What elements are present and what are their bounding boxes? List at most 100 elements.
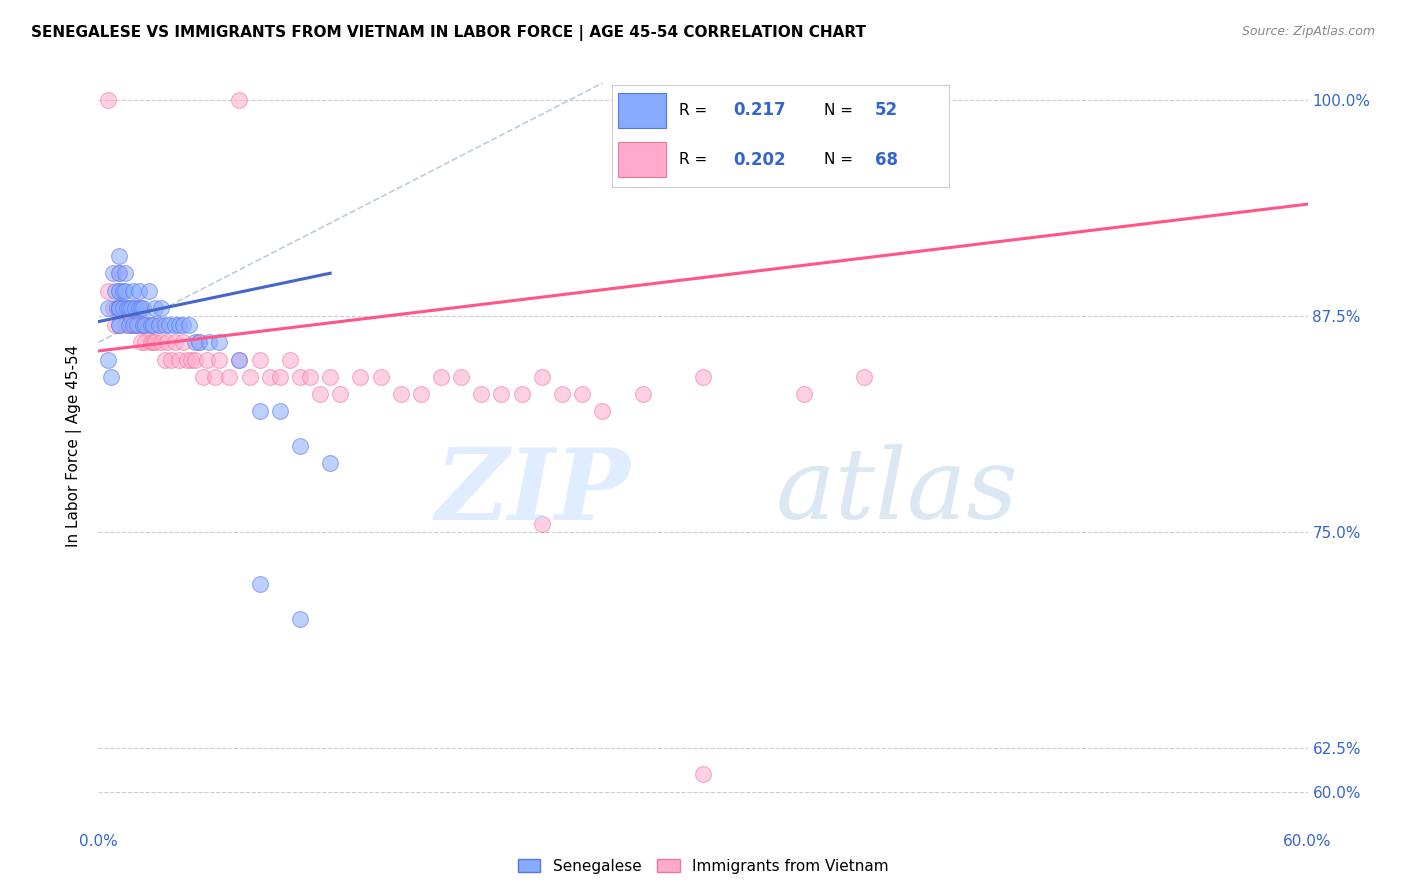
Point [184, 335, 207, 350]
Point [319, 370, 342, 384]
Y-axis label: In Labor Force | Age 45-54: In Labor Force | Age 45-54 [66, 345, 83, 547]
Point [124, 301, 146, 315]
Point [132, 301, 155, 315]
Point [121, 301, 143, 315]
Point [107, 301, 129, 315]
Point [288, 370, 311, 384]
Point [204, 370, 226, 384]
Point [180, 352, 202, 367]
Point [249, 404, 271, 418]
Point [249, 577, 271, 591]
Point [120, 318, 142, 332]
Point [208, 352, 231, 367]
Point [100, 370, 122, 384]
Point [160, 352, 183, 367]
Point [118, 301, 141, 315]
Point [111, 284, 134, 298]
Point [188, 335, 211, 350]
Point [299, 370, 322, 384]
Point [118, 318, 141, 332]
Point [143, 301, 166, 315]
Point [450, 370, 472, 384]
Point [228, 94, 250, 108]
Point [142, 318, 165, 332]
Point [530, 370, 553, 384]
Point [125, 318, 148, 332]
Point [853, 370, 876, 384]
Text: 68: 68 [875, 151, 898, 169]
Point [172, 318, 194, 332]
FancyBboxPatch shape [619, 142, 665, 177]
Text: 52: 52 [875, 102, 898, 120]
Point [571, 387, 593, 401]
Point [111, 301, 134, 315]
Text: ZIP: ZIP [436, 444, 630, 541]
Point [156, 335, 179, 350]
Point [129, 301, 152, 315]
Point [134, 335, 156, 350]
FancyBboxPatch shape [619, 93, 665, 128]
Text: 0.217: 0.217 [733, 102, 786, 120]
Point [128, 301, 150, 315]
Point [143, 335, 166, 350]
Point [793, 387, 815, 401]
Point [114, 266, 136, 280]
Point [179, 318, 201, 332]
Point [107, 284, 129, 298]
Point [430, 370, 453, 384]
Point [107, 301, 129, 315]
Text: N =: N = [824, 153, 853, 167]
Point [107, 318, 129, 332]
Point [149, 301, 172, 315]
Point [491, 387, 513, 401]
Point [132, 318, 155, 332]
Point [208, 335, 231, 350]
Point [142, 335, 165, 350]
Point [124, 318, 146, 332]
Point [97, 352, 120, 367]
Point [349, 370, 371, 384]
Point [118, 301, 141, 315]
Point [157, 318, 180, 332]
Point [193, 370, 215, 384]
Point [138, 284, 160, 298]
Point [97, 284, 120, 298]
Point [329, 387, 352, 401]
Point [218, 370, 240, 384]
Point [139, 335, 162, 350]
Point [198, 335, 221, 350]
Point [128, 318, 150, 332]
Point [103, 318, 125, 332]
Point [470, 387, 492, 401]
Point [128, 284, 150, 298]
Point [148, 318, 170, 332]
Point [134, 318, 156, 332]
Text: R =: R = [679, 103, 707, 118]
Point [163, 335, 186, 350]
Point [409, 387, 432, 401]
Text: SENEGALESE VS IMMIGRANTS FROM VIETNAM IN LABOR FORCE | AGE 45-54 CORRELATION CHA: SENEGALESE VS IMMIGRANTS FROM VIETNAM IN… [31, 25, 866, 41]
Point [269, 404, 291, 418]
Point [107, 301, 129, 315]
Point [278, 352, 301, 367]
Point [97, 94, 120, 108]
Point [288, 612, 311, 626]
Text: Source: ZipAtlas.com: Source: ZipAtlas.com [1241, 25, 1375, 38]
Point [139, 318, 162, 332]
Point [114, 284, 136, 298]
Point [591, 404, 613, 418]
Point [319, 456, 342, 470]
Point [530, 516, 553, 531]
Point [121, 284, 143, 298]
Point [129, 335, 152, 350]
Text: atlas: atlas [776, 444, 1018, 540]
Point [692, 370, 714, 384]
Point [111, 301, 134, 315]
Point [107, 249, 129, 263]
Point [184, 352, 207, 367]
Point [259, 370, 281, 384]
Legend: Senegalese, Immigrants from Vietnam: Senegalese, Immigrants from Vietnam [512, 853, 894, 880]
Point [692, 767, 714, 781]
Point [153, 318, 176, 332]
Point [125, 318, 148, 332]
